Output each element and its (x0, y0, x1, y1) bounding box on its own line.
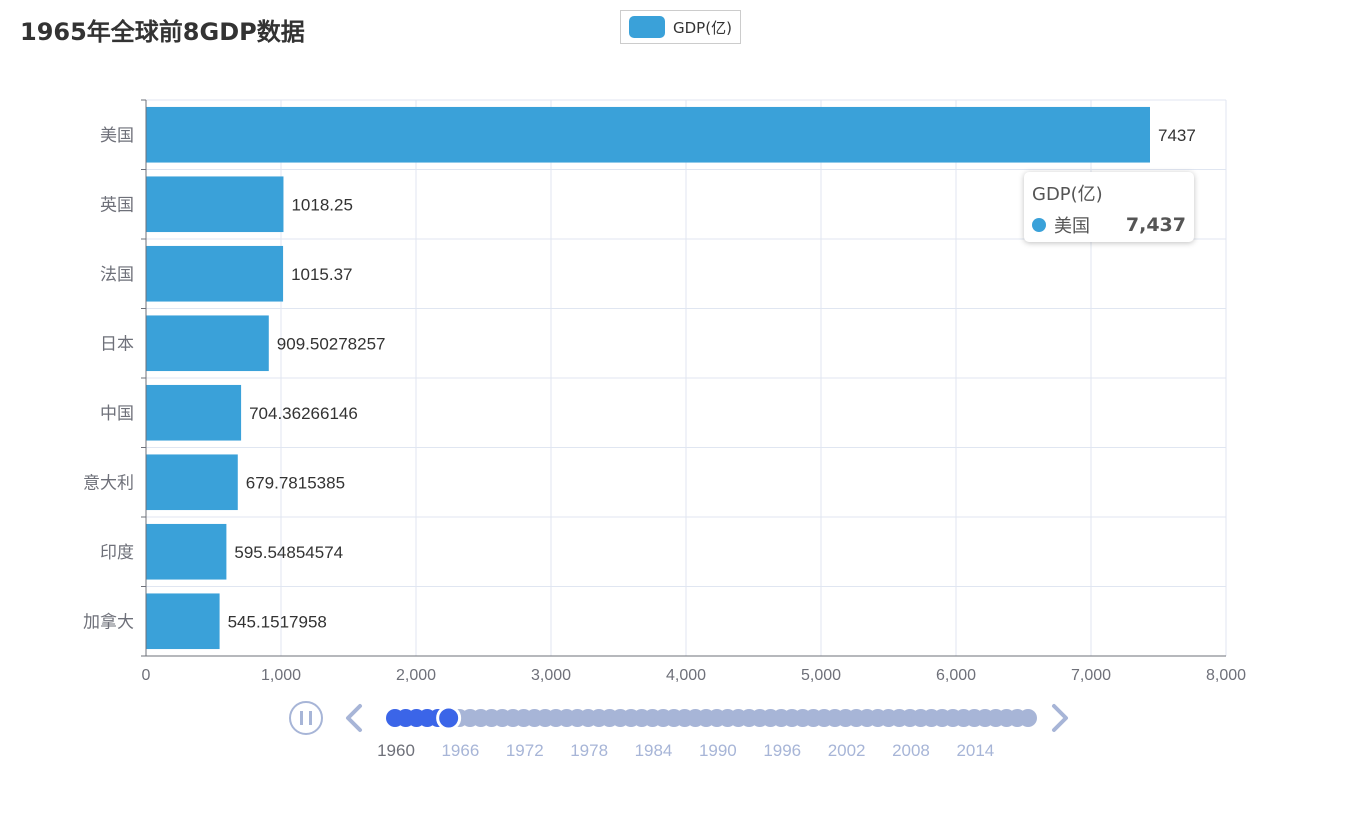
tooltip-marker (1032, 218, 1046, 232)
x-tick-label: 1,000 (261, 667, 301, 684)
tooltip: GDP(亿) 美国 7,437 (1024, 172, 1194, 242)
x-tick-label: 8,000 (1206, 667, 1246, 684)
y-tick-label: 美国 (100, 126, 134, 146)
x-tick-label: 3,000 (531, 667, 571, 684)
bar[interactable] (146, 454, 238, 511)
x-tick-label: 2,000 (396, 667, 436, 684)
timeline-year-label[interactable]: 1966 (441, 741, 479, 760)
y-tick-label: 中国 (100, 404, 134, 424)
timeline-year-label[interactable]: 2002 (828, 741, 866, 760)
timeline-year-label[interactable]: 2008 (892, 741, 930, 760)
legend-label: GDP(亿) (673, 18, 732, 37)
pause-icon[interactable] (289, 701, 323, 735)
x-tick-label: 5,000 (801, 667, 841, 684)
chevron-right-icon[interactable] (1052, 704, 1068, 732)
bar[interactable] (146, 176, 284, 233)
timeline-year-label[interactable]: 2014 (956, 741, 994, 760)
y-tick-label: 印度 (100, 543, 134, 563)
data-label: 595.54854574 (234, 543, 343, 562)
data-label: 7437 (1158, 126, 1196, 145)
timeline-year-label[interactable]: 1978 (570, 741, 608, 760)
tooltip-title: GDP(亿) (1032, 184, 1103, 205)
bar[interactable] (146, 315, 269, 372)
x-tick-label: 4,000 (666, 667, 706, 684)
chevron-left-icon[interactable] (346, 704, 362, 732)
bar[interactable] (146, 523, 227, 580)
y-tick-label: 法国 (100, 265, 134, 285)
pause-bar (300, 711, 303, 725)
y-tick-label: 英国 (100, 195, 134, 215)
legend-swatch (629, 16, 665, 38)
bar[interactable] (146, 245, 284, 302)
timeline-year-label[interactable]: 1996 (763, 741, 801, 760)
y-tick-label: 加拿大 (83, 611, 134, 632)
x-tick-label: 7,000 (1071, 667, 1111, 684)
bar[interactable] (146, 384, 242, 441)
y-tick-label: 意大利 (83, 473, 134, 493)
data-label: 1018.25 (291, 195, 352, 214)
data-label: 909.50278257 (277, 334, 386, 353)
data-label: 545.1517958 (228, 612, 327, 631)
bar[interactable] (146, 106, 1150, 163)
legend[interactable]: GDP(亿) (620, 10, 741, 44)
timeline-point[interactable] (1019, 709, 1037, 727)
tooltip-value: 7,437 (1125, 214, 1186, 236)
x-tick-label: 6,000 (936, 667, 976, 684)
timeline-year-label[interactable]: 1960 (377, 741, 415, 760)
bar[interactable] (146, 593, 220, 650)
tooltip-category: 美国 (1054, 216, 1090, 237)
timeline-year-label[interactable]: 1984 (635, 741, 673, 760)
data-label: 1015.37 (291, 265, 352, 284)
pause-bar (309, 711, 312, 725)
timeline-handle[interactable] (436, 705, 462, 731)
timeline-year-label[interactable]: 1990 (699, 741, 737, 760)
data-label: 679.7815385 (246, 473, 345, 492)
y-tick-label: 日本 (100, 334, 134, 354)
x-tick-label: 0 (142, 667, 151, 684)
timeline-year-label[interactable]: 1972 (506, 741, 544, 760)
data-label: 704.36266146 (249, 404, 358, 423)
chart-title: 1965年全球前8GDP数据 (20, 18, 305, 46)
